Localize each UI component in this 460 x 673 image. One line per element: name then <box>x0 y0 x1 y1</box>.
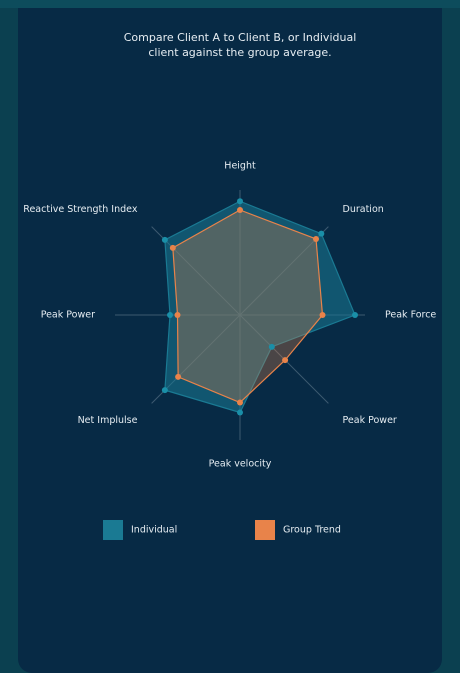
axis-label: Peak Power <box>343 415 397 426</box>
legend-label: Individual <box>131 525 177 536</box>
axis-label: Duration <box>343 204 384 215</box>
radar-point <box>175 373 182 380</box>
radar-point <box>161 387 168 394</box>
axis-label: Reactive Strength Index <box>23 204 138 215</box>
radar-point <box>169 244 176 251</box>
radar-point <box>237 198 243 205</box>
radar-point <box>268 343 275 350</box>
axis-label: Peak Force <box>385 310 436 321</box>
radar-point <box>161 236 168 243</box>
radar-point <box>318 230 325 237</box>
radar-point <box>237 409 243 416</box>
legend-swatch <box>103 520 123 540</box>
radar-area <box>172 209 324 404</box>
radar-point <box>237 399 243 406</box>
top-bar <box>0 0 460 8</box>
axis-label: Height <box>224 161 256 172</box>
axis-label: Net Implulse <box>78 415 138 426</box>
radar-point <box>237 207 243 213</box>
radar-point <box>167 312 173 318</box>
radar-point <box>352 312 358 318</box>
radar-point <box>313 235 320 242</box>
radar-point <box>282 357 289 364</box>
radar-point <box>319 312 326 318</box>
legend-swatch <box>255 520 275 540</box>
radar-point <box>174 312 181 318</box>
axis-label: Peak Power <box>41 310 95 321</box>
subtitle: Compare Client A to Client B, or Individ… <box>123 31 357 59</box>
axis-label: Peak velocity <box>209 459 272 470</box>
legend-label: Group Trend <box>283 525 341 536</box>
